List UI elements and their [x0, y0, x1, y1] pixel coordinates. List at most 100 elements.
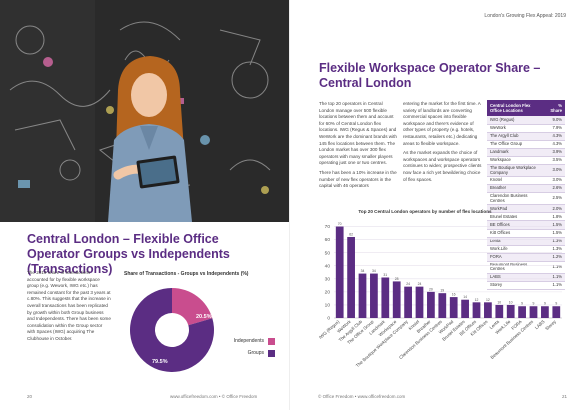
bar-value-label: 10 [509, 300, 513, 304]
donut-slice-independents [172, 288, 213, 326]
table-row: Landmark 3.9% [487, 148, 565, 157]
share-cell: 1.5% [544, 229, 565, 238]
table-row: WorkPad 2.0% [487, 204, 565, 214]
bar-value-label: 34 [372, 269, 376, 273]
share-cell: 1.8% [544, 212, 565, 222]
x-tick-label: Lenta [488, 319, 500, 330]
bar [529, 306, 538, 318]
bar-value-label: 14 [463, 295, 467, 299]
y-tick-label: 10 [325, 303, 331, 309]
bar-value-label: 12 [486, 298, 490, 302]
share-cell: 1.1% [544, 261, 565, 274]
bar [461, 299, 469, 318]
legend-item-independents: Independents [215, 335, 275, 347]
table-row: WeWork 7.9% [487, 124, 565, 133]
y-tick-label: 50 [325, 250, 331, 256]
operator-name-cell: WorkPad [487, 204, 545, 214]
left-paragraph: The 2019 share of transactions accounted… [27, 270, 111, 341]
share-cell: 3.5% [544, 156, 565, 166]
y-tick-label: 40 [325, 263, 331, 269]
share-cell: 2.6% [544, 184, 565, 194]
bar-value-label: 16 [452, 293, 456, 297]
share-cell: 1.1% [544, 281, 565, 291]
table-row: Lenta 1.3% [487, 237, 565, 246]
bar-value-label: 24 [418, 282, 422, 286]
x-tick-label: LABS [534, 319, 546, 330]
legend-label: Independents [233, 338, 264, 344]
bar-value-label: 19 [440, 289, 444, 293]
share-cell: 2.0% [544, 204, 565, 214]
left-page: Central London – Flexible Office Operato… [0, 0, 290, 399]
table-row: Workspace 3.5% [487, 156, 565, 166]
donut-chart: 20.5% 79.5% [130, 288, 214, 372]
bar-value-label: 12 [475, 298, 479, 302]
operator-share-table: Central London Flex Office Locations % S… [487, 100, 565, 291]
share-cell: 1.3% [544, 237, 565, 246]
bar-value-label: 24 [406, 282, 410, 286]
share-cell: 3.9% [544, 148, 565, 157]
table-row: BE Offices 1.5% [487, 220, 565, 230]
share-cell: 7.9% [544, 124, 565, 133]
operator-name-cell: Clarendon Business Centres [487, 192, 545, 206]
bar [541, 306, 549, 318]
y-tick-label: 20 [325, 289, 331, 295]
y-tick-label: 0 [327, 316, 330, 322]
operator-name-cell: Lenta [487, 237, 545, 246]
bar [392, 281, 401, 318]
table-header-operator: Central London Flex Office Locations [487, 100, 545, 116]
bar [518, 306, 526, 318]
share-cell: 4.3% [544, 140, 565, 149]
paragraph: As the market expands the choice of work… [403, 150, 482, 182]
bar-value-label: 20 [429, 287, 433, 291]
table-row: Storey 1.1% [487, 281, 565, 291]
legend-swatch-purple [268, 349, 275, 357]
share-cell: 3.0% [544, 176, 565, 186]
share-cell: 4.3% [544, 132, 565, 141]
table-row: Knotel 3.0% [487, 176, 565, 186]
cover-photo [0, 0, 290, 222]
bar-value-label: 9 [521, 302, 523, 306]
bar-chart: 0 10 20 30 40 50 60 70 70 62 34 34 31 28 24 24 20 19 16 14… [318, 222, 562, 368]
x-tick-label: FORA [510, 319, 522, 331]
right-footer-site: © Office Freedom • www.officefreedom.com [318, 394, 406, 399]
legend-swatch-pink [268, 337, 275, 345]
bar-value-label: 9 [555, 302, 557, 306]
bar-value-label: 31 [383, 273, 387, 277]
bar-chart-title: Top 20 Central London operators by numbe… [358, 209, 492, 214]
running-head: London's Growing Flex Appeal: 2019 [484, 13, 566, 19]
operator-name-cell: Beaumont Business Centres [487, 261, 545, 274]
bar-value-label: 9 [533, 302, 535, 306]
right-paragraph-column-1: The top 20 operators in Central London m… [319, 101, 398, 193]
bar-value-label: 10 [497, 300, 501, 304]
donut-slice-groups [130, 288, 214, 372]
operator-name-cell: Knotel [487, 176, 545, 186]
y-tick-label: 70 [325, 224, 331, 230]
operator-name-cell: The Argyll Club [487, 132, 545, 141]
right-page-number: 21 [562, 394, 568, 399]
bar [495, 304, 504, 318]
table-row: LABS 1.1% [487, 273, 565, 283]
table-row: Breather 2.6% [487, 184, 565, 194]
operator-name-cell: The Office Group [487, 140, 545, 149]
operator-name-cell: The Boutique Workplace Company [487, 164, 545, 178]
table-row: The Boutique Workplace Company 3.0% [487, 164, 565, 178]
table-row: The Argyll Club 4.3% [487, 132, 565, 141]
table-row: IWG (Regus) 9.0% [487, 116, 565, 125]
operator-name-cell: Breather [487, 184, 545, 194]
right-paragraph-column-2: entering the market for the first time. … [403, 101, 482, 186]
bar [415, 286, 424, 318]
operator-name-cell: Kitt Offices [487, 229, 545, 238]
y-tick-label: 60 [325, 237, 331, 243]
paragraph: There has been a 10% increase in the num… [319, 169, 397, 189]
donut-chart-title: Share of Transactions - Groups vs Indepe… [124, 271, 249, 277]
bar [438, 293, 447, 318]
bar-value-label: 9 [544, 302, 546, 306]
operator-name-cell: IWG (Regus) [487, 116, 545, 125]
share-cell: 1.1% [544, 273, 565, 283]
share-cell: 1.2% [544, 253, 565, 262]
operator-name-cell: WeWork [487, 124, 545, 133]
table-row: Kitt Offices 1.5% [487, 229, 565, 238]
table-header-share: % Share [544, 100, 565, 116]
bar [404, 286, 412, 318]
bar [449, 297, 458, 318]
